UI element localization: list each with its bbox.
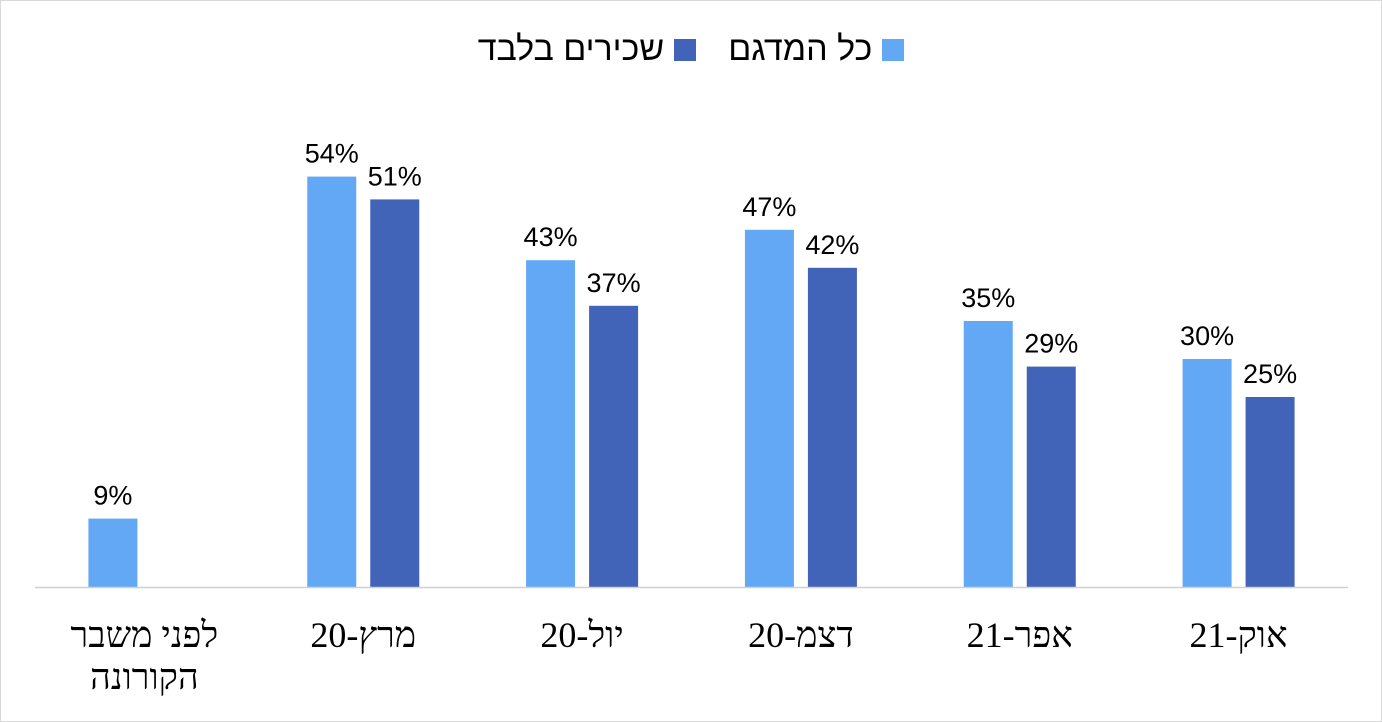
category-label-3: דצמ-20 xyxy=(748,615,854,655)
bar-series0-cat4 xyxy=(963,321,1013,587)
data-label-series0-cat1: 54% xyxy=(305,139,359,169)
legend-swatch-employees-only xyxy=(674,38,697,61)
category-label-1: מרץ-20 xyxy=(310,615,416,655)
legend-item-employees-only: שכירים בלבד xyxy=(478,30,697,69)
bar-series1-cat3 xyxy=(807,267,857,587)
bar-series1-cat2 xyxy=(589,305,639,587)
bar-series0-cat2 xyxy=(526,260,576,587)
category-label-2: יול-20 xyxy=(540,615,623,655)
bar-series0-cat5 xyxy=(1182,359,1232,587)
legend-label-employees-only: שכירים בלבד xyxy=(477,30,665,68)
data-label-series0-cat3: 47% xyxy=(742,192,796,222)
data-label-series1-cat2: 37% xyxy=(587,268,641,298)
bar-series1-cat5 xyxy=(1245,397,1295,587)
data-label-series1-cat4: 29% xyxy=(1024,329,1078,359)
bar-series0-cat1 xyxy=(307,176,357,587)
category-label-4: אפר-21 xyxy=(967,615,1073,655)
data-label-series1-cat1: 51% xyxy=(368,161,422,191)
legend-label-all-sample: כל המדגם xyxy=(728,30,873,68)
bar-series0-cat0 xyxy=(88,518,138,587)
bar-series1-cat1 xyxy=(370,199,420,587)
data-label-series0-cat4: 35% xyxy=(961,283,1015,313)
data-label-series0-cat2: 43% xyxy=(524,222,578,252)
bar-series0-cat3 xyxy=(744,229,794,588)
category-label-5: אוק-21 xyxy=(1190,615,1288,655)
legend: כל המדגם שכירים בלבד xyxy=(0,30,1382,69)
legend-swatch-all-sample xyxy=(882,38,905,61)
data-label-series1-cat3: 42% xyxy=(805,230,859,260)
data-label-series0-cat5: 30% xyxy=(1180,321,1234,351)
bar-series1-cat4 xyxy=(1026,366,1076,587)
category-label-0: לפני משבר הקורונה xyxy=(71,615,219,697)
legend-item-all-sample: כל המדגם xyxy=(728,30,905,69)
data-label-series0-cat0: 9% xyxy=(93,481,132,511)
data-label-series1-cat5: 25% xyxy=(1243,359,1297,389)
